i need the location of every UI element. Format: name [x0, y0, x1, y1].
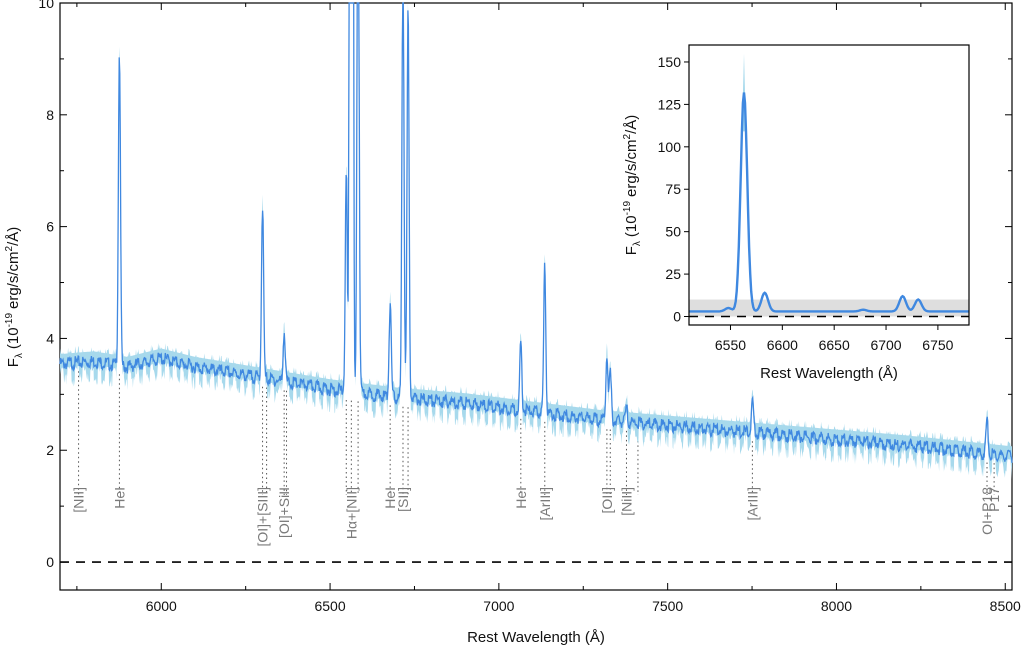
inset-x-tick-label: 6700: [870, 337, 901, 353]
inset-y-tick-label: 150: [658, 54, 682, 70]
inset-chart: 6550 6600 6650 6700 6750 0 25 50 75 100 125 150 Res…: [622, 44, 970, 382]
inset-y-tick-label: 0: [673, 309, 681, 325]
emission-line-label: [ArIII]: [744, 487, 760, 520]
inset-y-tick-label: 125: [658, 96, 682, 112]
main-y-axis-title: Fλ(10-19erg/s/cm2/Å): [4, 227, 25, 368]
x-tick-label: 8500: [990, 598, 1021, 614]
emission-line-label: [OII]: [599, 487, 615, 513]
inset-x-tick-label: 6650: [819, 337, 850, 353]
emission-line-label: HeI: [513, 487, 529, 509]
y-tick-label: 0: [46, 554, 54, 570]
main-spectrum: [59, 2, 1013, 480]
main-line-markers: [78, 371, 995, 495]
emission-line-label: HeI: [382, 487, 398, 509]
inset-plot-frame: [688, 44, 970, 326]
emission-line-label: [OI]+[SIII]: [255, 487, 271, 547]
spectrum-line: [59, 2, 1013, 463]
emission-line-label: OI+P18: [979, 487, 995, 535]
inset-x-tick-label: 6600: [767, 337, 798, 353]
emission-line-label: [ArIII]: [537, 487, 553, 520]
inset-spectrum-line: [689, 92, 969, 313]
y-tick-label: 2: [46, 442, 54, 458]
x-tick-label: 8000: [821, 598, 852, 614]
inset-background: [689, 45, 969, 325]
main-chart: 6000 6500 7000 7500 8000 8500 0 2 4 6 8 10 [NII] HeI…: [4, 0, 1021, 646]
main-x-axis-title: Rest Wavelength (Å): [467, 629, 605, 646]
y-tick-label: 10: [38, 0, 54, 11]
inset-spectrum: [689, 53, 969, 313]
emission-line-label: [OI]+SiII: [276, 487, 292, 538]
x-tick-label: 7000: [483, 598, 514, 614]
main-plot-frame: [59, 2, 1013, 591]
emission-line-label: Hα+[NII]: [343, 487, 359, 539]
inset-x-tick-label: 6750: [922, 337, 953, 353]
y-tick-label: 4: [46, 330, 54, 346]
main-axis-ticks: 6000 6500 7000 7500 8000 8500 0 2 4 6 8 10: [38, 0, 1021, 614]
y-tick-label: 6: [46, 219, 54, 235]
inset-y-tick-label: 100: [658, 139, 682, 155]
inset-y-tick-label: 50: [665, 224, 681, 240]
inset-y-tick-label: 25: [665, 266, 681, 282]
emission-line-label: P17: [986, 487, 1002, 512]
inset-y-axis-title: Fλ(10-19erg/s/cm2/Å): [622, 115, 643, 256]
emission-line-label: [SII]: [395, 487, 411, 512]
emission-line-label: HeI: [111, 487, 127, 509]
x-tick-label: 6500: [314, 598, 345, 614]
x-tick-label: 7500: [652, 598, 683, 614]
inset-y-tick-label: 75: [665, 181, 681, 197]
main-line-labels: [NII] HeI [OI]+[SIII] [OI]+SiII Hα+[NII] HeI[…: [71, 487, 1003, 547]
inset-x-axis-title: Rest Wavelength (Å): [760, 365, 898, 382]
inset-x-tick-label: 6550: [715, 337, 746, 353]
y-tick-label: 8: [46, 107, 54, 123]
emission-line-label: [NII]: [71, 487, 87, 513]
x-tick-label: 6000: [146, 598, 177, 614]
emission-line-label: [NiII]: [618, 487, 634, 516]
inset-axis-ticks: 6550 6600 6650 6700 6750 0 25 50 75 100 125 150: [658, 54, 954, 353]
